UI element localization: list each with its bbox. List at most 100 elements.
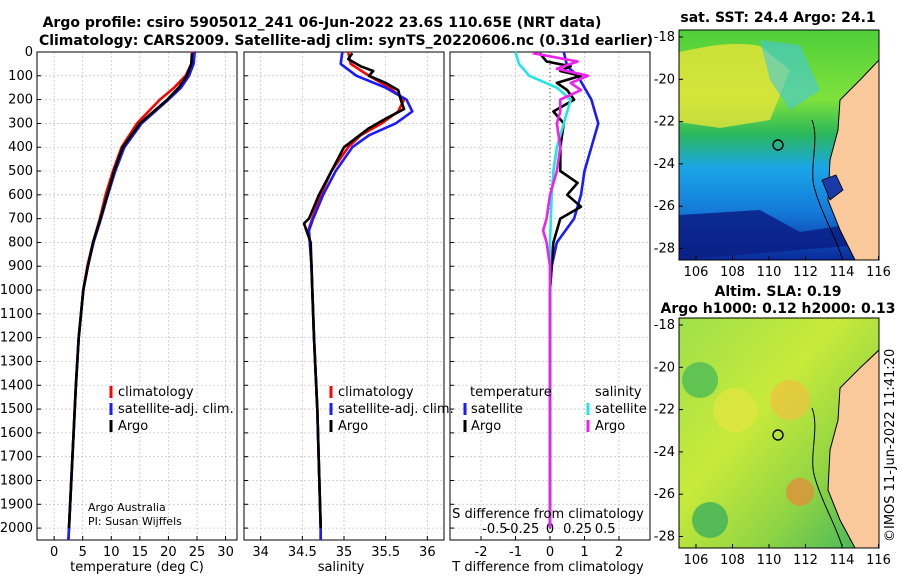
map-x-tick-label: 114 <box>830 265 855 280</box>
legend-argo: Argo <box>338 419 368 434</box>
x2-tick-label: -0.25 <box>506 522 540 537</box>
map-x-tick-label: 110 <box>757 553 782 568</box>
y-tick-label: 500 <box>8 164 33 179</box>
sst-cool-patch <box>760 40 820 110</box>
difference-x2label: S difference from climatology <box>452 507 644 522</box>
difference-legend: temperature satellite Argo salinity sate… <box>463 385 647 434</box>
temperature-panel: 0100200300400500600700800900100011001200… <box>0 45 238 575</box>
x-tick-label: 1 <box>580 545 588 560</box>
x2-tick-label: -0.5 <box>482 522 507 537</box>
x-tick-label: 34 <box>252 545 269 560</box>
sla-map-title-1: Altim. SLA: 0.19 <box>714 284 841 300</box>
map-y-tick-label: -22 <box>654 115 675 130</box>
legend-climatology: climatology <box>338 385 414 400</box>
sst-cold-patch <box>679 210 860 260</box>
sst-profile-marker <box>772 139 784 151</box>
x-tick-label: -2 <box>475 545 488 560</box>
sla-land <box>827 349 879 548</box>
sla-isobath <box>811 407 843 547</box>
difference-xlabel: T difference from climatology <box>451 560 644 575</box>
map-y-tick-label: -20 <box>654 72 675 87</box>
x-tick-label: 0 <box>546 545 554 560</box>
y-tick-label: 800 <box>8 235 33 250</box>
salinity-legend: climatology satellite-adj. clim. Argo <box>329 385 454 434</box>
legend-argo: Argo <box>118 419 148 434</box>
x2-tick-label: 0 <box>546 522 554 537</box>
y-tick-label: 1800 <box>0 473 33 488</box>
x-tick-label: 25 <box>189 545 206 560</box>
legend-salinity-header: salinity <box>595 385 642 400</box>
y-tick-label: 200 <box>8 93 33 108</box>
series-line-climatology <box>67 51 194 541</box>
series-line-satellite-adj-clim- <box>67 51 196 541</box>
sst-isobath <box>811 119 843 259</box>
map-y-tick-label: -18 <box>654 30 675 45</box>
credit-line-1: Argo Australia <box>88 501 166 514</box>
sst-map-frame <box>678 29 880 261</box>
sla-low-patch <box>692 502 728 538</box>
legend-t-argo: Argo <box>471 419 501 434</box>
sla-map: Altim. SLA: 0.19 Argo h1000: 0.12 h2000:… <box>654 284 896 568</box>
map-y-tick-label: -26 <box>654 199 675 214</box>
x2-tick-label: 0.5 <box>595 522 616 537</box>
legend-temperature-header: temperature <box>470 385 552 400</box>
y-tick-label: 1100 <box>0 307 33 322</box>
x-tick-label: 15 <box>132 545 149 560</box>
legend-t-satellite: satellite <box>471 402 523 417</box>
x-tick-label: 35 <box>336 545 353 560</box>
y-tick-label: 0 <box>25 45 33 60</box>
map-x-tick-label: 110 <box>757 265 782 280</box>
y-tick-label: 600 <box>8 188 33 203</box>
copyright: ©IMOS 11-Jun-2022 11:41:20 <box>883 349 898 542</box>
map-x-tick-label: 108 <box>720 553 745 568</box>
difference-panel: -2 -1 0 1 2 -0.5-0.25 0 0.25 0.5 T difference fr… <box>449 51 651 575</box>
map-x-tick-label: 112 <box>793 265 818 280</box>
map-y-tick-label: -22 <box>654 403 675 418</box>
y-tick-label: 1700 <box>0 450 33 465</box>
legend-satellite-adj: satellite-adj. clim. <box>338 402 454 417</box>
sst-map: sat. SST: 24.4 Argo: 24.1 106 108 110 112 11… <box>654 10 891 280</box>
credit-line-2: PI: Susan Wijffels <box>88 515 182 528</box>
salinity-panel: 34 34.5 35 35.5 36 salinity climatology sate… <box>243 51 454 575</box>
y-tick-label: 1600 <box>0 426 33 441</box>
map-x-tick-label: 106 <box>684 265 709 280</box>
x-tick-label: 36 <box>419 545 436 560</box>
y-tick-label: 1300 <box>0 354 33 369</box>
legend-s-argo: Argo <box>595 419 625 434</box>
temperature-xlabel: temperature (deg C) <box>70 560 204 575</box>
y-tick-label: 1400 <box>0 378 33 393</box>
y-tick-label: 300 <box>8 116 33 131</box>
series-line-satellite-adj-clim- <box>307 51 414 540</box>
x-tick-label: 30 <box>217 545 234 560</box>
temperature-legend: climatology satellite-adj. clim. Argo <box>109 385 234 434</box>
sst-bay <box>821 174 844 201</box>
sst-land <box>827 59 879 260</box>
sst-map-title: sat. SST: 24.4 Argo: 24.1 <box>680 10 875 26</box>
legend-s-satellite: satellite <box>595 402 647 417</box>
map-y-tick-label: -28 <box>654 530 675 545</box>
x-tick-label: 10 <box>103 545 120 560</box>
sla-profile-marker <box>772 429 784 441</box>
series-line-argo <box>67 53 194 529</box>
map-y-tick-label: -18 <box>654 318 675 333</box>
x-tick-label: -1 <box>509 545 522 560</box>
y-tick-label: 2000 <box>0 521 33 536</box>
y-tick-label: 100 <box>8 69 33 84</box>
salinity-xlabel: salinity <box>318 560 365 575</box>
y-tick-label: 1000 <box>0 283 33 298</box>
y-tick-label: 1900 <box>0 497 33 512</box>
sla-low-patch <box>682 362 718 398</box>
legend-climatology: climatology <box>118 385 194 400</box>
sst-warm-patch <box>679 43 790 128</box>
title-line-2: Climatology: CARS2009. Satellite-adj cli… <box>39 33 653 49</box>
map-x-tick-label: 116 <box>866 265 891 280</box>
x-tick-label: 2 <box>615 545 623 560</box>
x-tick-label: 0 <box>50 545 58 560</box>
x-tick-label: 35.5 <box>371 545 400 560</box>
series-line-salinity-argo <box>532 51 590 529</box>
map-y-tick-label: -20 <box>654 360 675 375</box>
sla-map-title-2: Argo h1000: 0.12 h2000: 0.13 <box>660 301 895 317</box>
series-line-argo <box>302 52 406 529</box>
map-y-tick-label: -28 <box>654 242 675 257</box>
